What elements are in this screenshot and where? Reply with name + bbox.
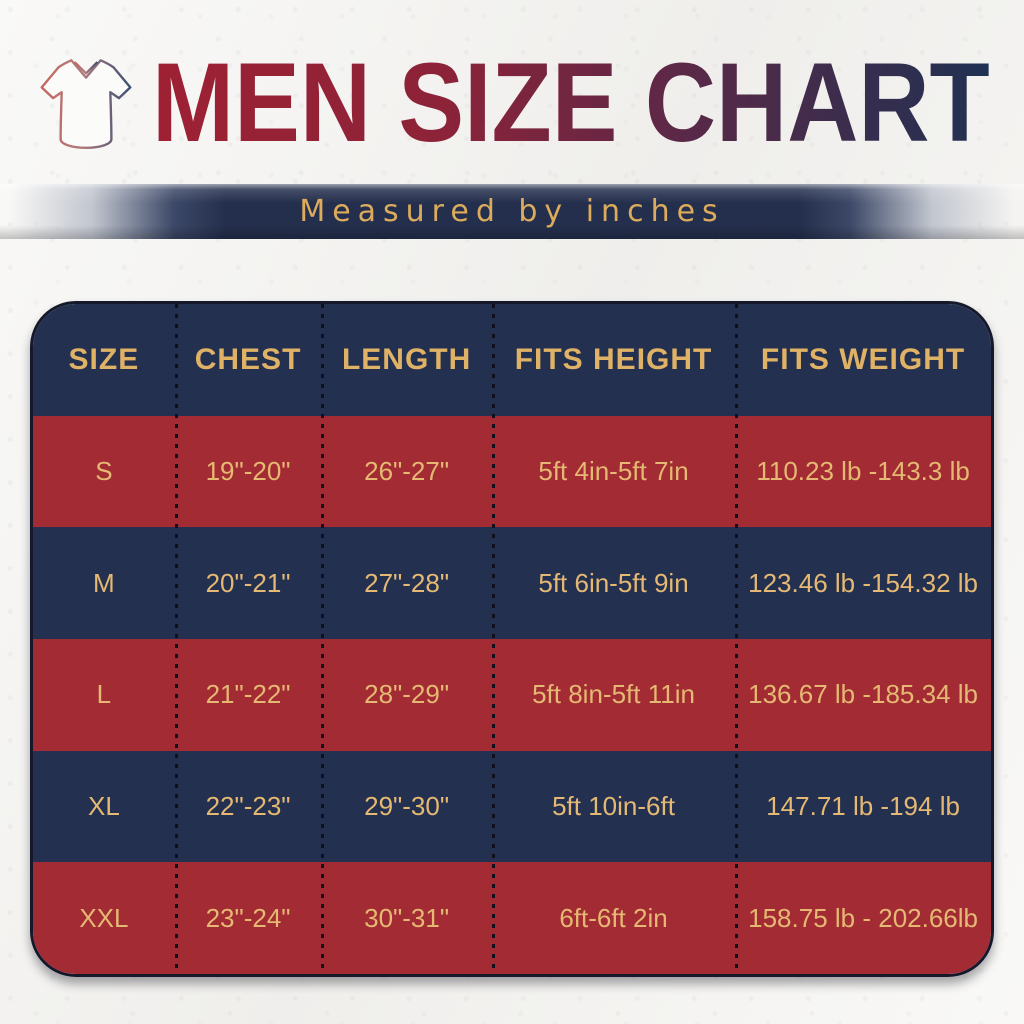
table-header-row: SIZE CHEST LENGTH FITS HEIGHT FITS WEIGH… <box>33 304 991 416</box>
column-header-fits-weight: FITS WEIGHT <box>760 342 966 376</box>
cell-fits-height: 5ft 6in-5ft 9in <box>538 567 689 598</box>
cell-fits-weight: 147.71 lb -194 lb <box>766 790 960 821</box>
cell-length: 26"-27" <box>364 455 450 486</box>
cell-size: XL <box>87 790 120 821</box>
cell-fits-height: 5ft 10in-6ft <box>552 790 675 821</box>
table-row-s: S 19"-20" 26"-27" 5ft 4in-5ft 7in 110.23… <box>33 415 991 528</box>
table-row-l: L 21"-22" 28"-29" 5ft 8in-5ft 11in 136.6… <box>33 638 991 751</box>
cell-fits-weight: 136.67 lb -185.34 lb <box>748 679 978 710</box>
column-header-size: SIZE <box>68 342 140 376</box>
column-header-fits-height: FITS HEIGHT <box>514 342 713 376</box>
cell-length: 27"-28" <box>364 567 450 598</box>
cell-size: XXL <box>79 902 129 933</box>
cell-chest: 22"-23" <box>205 790 291 821</box>
cell-fits-height: 5ft 8in-5ft 11in <box>532 679 695 710</box>
cell-chest: 21"-22" <box>205 679 291 710</box>
cell-size: L <box>96 679 112 710</box>
column-header-chest: CHEST <box>194 342 302 376</box>
cell-chest: 19"-20" <box>205 455 291 486</box>
table-row-xxl: XXL 23"-24" 30"-31" 6ft-6ft 2in 158.75 l… <box>33 862 991 974</box>
cell-fits-weight: 123.46 lb -154.32 lb <box>748 567 978 598</box>
page-header: MEN SIZE CHART <box>0 0 1024 162</box>
subtitle-text: Measured by inches <box>299 194 725 229</box>
size-table: SIZE CHEST LENGTH FITS HEIGHT FITS WEIGH… <box>30 301 994 977</box>
cell-fits-weight: 110.23 lb -143.3 lb <box>756 455 970 486</box>
cell-fits-height: 5ft 4in-5ft 7in <box>538 455 689 486</box>
cell-fits-height: 6ft-6ft 2in <box>559 902 668 933</box>
cell-chest: 20"-21" <box>205 567 291 598</box>
cell-length: 28"-29" <box>364 679 450 710</box>
cell-size: S <box>95 455 113 486</box>
table-row-xl: XL 22"-23" 29"-30" 5ft 10in-6ft 147.71 l… <box>33 750 991 863</box>
page-title: MEN SIZE CHART <box>152 40 990 165</box>
cell-length: 30"-31" <box>364 902 450 933</box>
subtitle-ribbon: Measured by inches <box>0 184 1024 239</box>
cell-size: M <box>93 567 115 598</box>
cell-fits-weight: 158.75 lb - 202.66lb <box>748 902 978 933</box>
table-row-m: M 20"-21" 27"-28" 5ft 6in-5ft 9in 123.46… <box>33 527 991 639</box>
cell-chest: 23"-24" <box>205 902 291 933</box>
tshirt-icon <box>32 49 140 157</box>
column-header-length: LENGTH <box>341 342 472 376</box>
cell-length: 29"-30" <box>364 790 450 821</box>
